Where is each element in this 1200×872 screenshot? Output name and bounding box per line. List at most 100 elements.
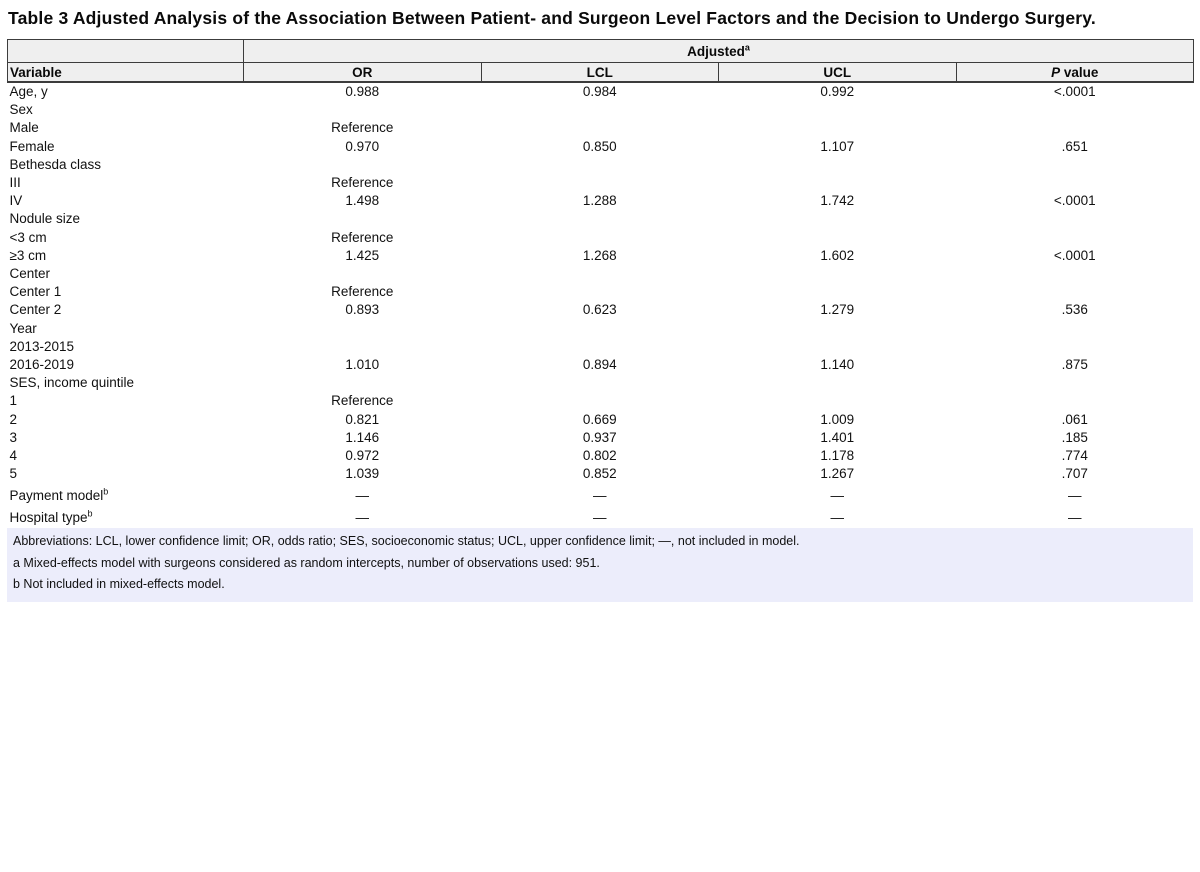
table-row: 2016-2019 1.010 0.894 1.140 .875: [8, 356, 1194, 374]
spanner-label: Adjusted: [687, 43, 745, 59]
variable-cell: Bethesda class: [9, 156, 102, 172]
p-cell: [956, 174, 1194, 192]
p-cell: [956, 320, 1194, 338]
variable-cell: IV: [9, 193, 23, 209]
or-cell: 1.039: [345, 466, 380, 482]
variable-cell: Center 2: [9, 302, 62, 318]
table-row: Center: [8, 265, 1194, 283]
table-row: Bethesda class: [8, 156, 1194, 174]
or-cell: 0.972: [345, 448, 380, 464]
or-cell: [244, 265, 482, 283]
variable-cell: SES, income quintile: [9, 375, 135, 391]
or-cell: [244, 156, 482, 174]
table-row: Female 0.970 0.850 1.107 .651: [8, 138, 1194, 156]
table-row: 5 1.039 0.852 1.267 .707: [8, 465, 1194, 483]
p-cell: .875: [1061, 357, 1088, 373]
column-header-lcl: LCL: [480, 62, 719, 83]
ucl-cell: 1.602: [820, 247, 855, 263]
column-header-row: Variable OR LCL UCL P value: [7, 62, 1195, 83]
variable-cell: 5: [9, 466, 18, 482]
p-cell: —: [1068, 510, 1082, 526]
table-row: Male Reference: [8, 119, 1194, 137]
ucl-cell: —: [830, 488, 845, 504]
lcl-cell: 0.802: [582, 448, 617, 464]
p-cell: .185: [1061, 429, 1088, 445]
variable-cell: <3 cm: [9, 229, 47, 245]
ucl-cell: [719, 265, 957, 283]
lcl-cell: 0.850: [582, 138, 617, 154]
lcl-cell: 1.288: [582, 193, 617, 209]
or-cell: —: [355, 488, 370, 504]
ucl-cell: 1.401: [820, 429, 855, 445]
or-cell: 1.425: [345, 247, 380, 263]
or-cell: Reference: [331, 393, 394, 409]
ucl-cell: [719, 210, 957, 228]
variable-cell: III: [9, 175, 21, 191]
table-row: Payment modelb — — — —: [8, 483, 1194, 505]
variable-cell: 2013-2015: [9, 338, 75, 354]
lcl-cell: [481, 338, 719, 356]
p-cell: [956, 101, 1194, 119]
lcl-cell: [481, 265, 719, 283]
spanner-empty-cell: [7, 39, 244, 63]
ucl-cell: 1.009: [820, 411, 855, 427]
or-cell: Reference: [331, 284, 394, 300]
or-cell: [244, 374, 482, 392]
lcl-cell: [481, 229, 719, 247]
lcl-cell: 0.984: [582, 84, 617, 99]
ucl-cell: 1.107: [820, 138, 855, 154]
or-cell: [244, 338, 482, 356]
variable-cell: Payment modelb: [9, 486, 109, 504]
or-cell: 0.988: [345, 84, 380, 99]
or-cell: 0.821: [345, 411, 380, 427]
or-cell: Reference: [331, 229, 394, 245]
p-cell: —: [1068, 488, 1082, 504]
lcl-cell: [481, 320, 719, 338]
spanner-row: Adjusteda: [7, 39, 1195, 63]
variable-cell: Male: [9, 120, 39, 136]
lcl-cell: [481, 283, 719, 301]
ucl-cell: 1.742: [820, 193, 855, 209]
ucl-cell: [719, 229, 957, 247]
p-italic: P: [1051, 64, 1061, 80]
lcl-cell: —: [593, 488, 607, 504]
variable-cell: Hospital typeb: [9, 508, 93, 526]
variable-cell: 2016-2019: [9, 357, 75, 373]
table-row: Hospital typeb — — — —: [8, 505, 1194, 527]
p-cell: [956, 374, 1194, 392]
table-row: Center 2 0.893 0.623 1.279 .536: [8, 301, 1194, 319]
adjusted-analysis-table: Adjusteda Variable OR LCL UCL P value Ag…: [7, 39, 1195, 527]
table-row: 4 0.972 0.802 1.178 .774: [8, 447, 1194, 465]
variable-cell: Center 1: [9, 284, 62, 300]
or-cell: [244, 210, 482, 228]
lcl-cell: 0.894: [582, 357, 617, 373]
ucl-cell: 1.267: [820, 466, 855, 482]
or-cell: 0.893: [345, 302, 380, 318]
ucl-cell: 1.140: [820, 357, 855, 373]
variable-cell: Year: [9, 320, 37, 336]
or-cell: Reference: [331, 120, 394, 136]
or-cell: [244, 320, 482, 338]
variable-cell: 4: [9, 448, 18, 464]
table-row: 2013-2015: [8, 338, 1194, 356]
column-header-pvalue: P value: [955, 62, 1195, 83]
column-header-or: OR: [243, 62, 482, 83]
p-cell: .707: [1061, 466, 1088, 482]
variable-superscript: b: [103, 486, 109, 497]
p-cell: <.0001: [1053, 193, 1096, 209]
p-cell: [956, 283, 1194, 301]
table-row: IV 1.498 1.288 1.742 <.0001: [8, 192, 1194, 210]
ucl-cell: [719, 174, 957, 192]
lcl-cell: 0.623: [582, 302, 617, 318]
table-row: Center 1 Reference: [8, 283, 1194, 301]
footnotes-block: Abbreviations: LCL, lower confidence lim…: [7, 528, 1193, 602]
lcl-cell: [481, 156, 719, 174]
variable-cell: Age, y: [9, 84, 48, 99]
p-cell: <.0001: [1053, 247, 1096, 263]
lcl-cell: 0.937: [582, 429, 617, 445]
or-cell: —: [355, 510, 370, 526]
p-cell: [956, 392, 1194, 410]
lcl-cell: [481, 174, 719, 192]
table-row: Nodule size: [8, 210, 1194, 228]
